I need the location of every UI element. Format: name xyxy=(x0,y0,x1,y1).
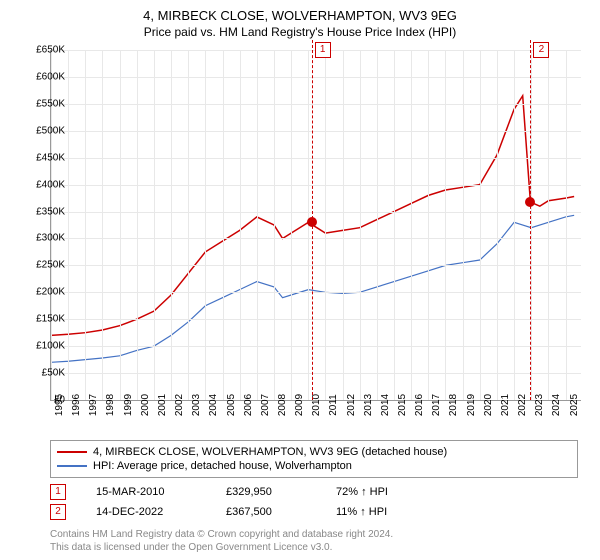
x-axis-label: 1996 xyxy=(71,394,82,416)
y-axis-label: £400K xyxy=(20,179,65,190)
y-axis-label: £250K xyxy=(20,260,65,271)
y-axis-label: £450K xyxy=(20,152,65,163)
x-axis-label: 2001 xyxy=(157,394,168,416)
legend-item: HPI: Average price, detached house, Wolv… xyxy=(57,459,571,473)
event-marker-box: 2 xyxy=(533,42,549,58)
event-price: £329,950 xyxy=(226,486,306,498)
x-axis-label: 2007 xyxy=(260,394,271,416)
chart-plot-area: 1995199619971998199920002001200220032004… xyxy=(50,50,581,401)
legend-swatch xyxy=(57,451,87,453)
footer-line-1: Contains HM Land Registry data © Crown c… xyxy=(50,528,393,541)
x-axis-label: 2019 xyxy=(466,394,477,416)
x-axis-label: 2024 xyxy=(551,394,562,416)
y-axis-label: £650K xyxy=(20,45,65,56)
x-axis-label: 2012 xyxy=(346,394,357,416)
legend-swatch xyxy=(57,465,87,467)
x-axis-label: 2022 xyxy=(517,394,528,416)
event-date: 15-MAR-2010 xyxy=(96,486,196,498)
x-axis-label: 2015 xyxy=(397,394,408,416)
event-marker-box: 1 xyxy=(315,42,331,58)
x-axis-label: 2002 xyxy=(174,394,185,416)
events-table: 1 15-MAR-2010 £329,950 72% ↑ HPI 2 14-DEC-202… xyxy=(50,482,388,522)
y-axis-label: £0 xyxy=(20,395,65,406)
chart-lines xyxy=(51,50,581,400)
footer-attribution: Contains HM Land Registry data © Crown c… xyxy=(50,528,393,554)
x-axis-label: 2014 xyxy=(380,394,391,416)
x-axis-label: 2008 xyxy=(277,394,288,416)
event-pct: 11% ↑ HPI xyxy=(336,506,387,518)
y-axis-label: £150K xyxy=(20,314,65,325)
event-detail-row: 1 15-MAR-2010 £329,950 72% ↑ HPI xyxy=(50,482,388,502)
x-axis-label: 2006 xyxy=(243,394,254,416)
x-axis-label: 2005 xyxy=(226,394,237,416)
y-axis-label: £500K xyxy=(20,125,65,136)
legend: 4, MIRBECK CLOSE, WOLVERHAMPTON, WV3 9EG… xyxy=(50,440,578,478)
y-axis-label: £300K xyxy=(20,233,65,244)
x-axis-label: 1997 xyxy=(88,394,99,416)
legend-item: 4, MIRBECK CLOSE, WOLVERHAMPTON, WV3 9EG… xyxy=(57,445,571,459)
x-axis-label: 2018 xyxy=(448,394,459,416)
x-axis-label: 2020 xyxy=(483,394,494,416)
event-detail-row: 2 14-DEC-2022 £367,500 11% ↑ HPI xyxy=(50,502,388,522)
y-axis-label: £50K xyxy=(20,368,65,379)
x-axis-label: 1998 xyxy=(105,394,116,416)
y-axis-label: £600K xyxy=(20,71,65,82)
x-axis-label: 1999 xyxy=(123,394,134,416)
legend-label: 4, MIRBECK CLOSE, WOLVERHAMPTON, WV3 9EG… xyxy=(93,446,447,458)
event-point-marker xyxy=(525,197,535,207)
event-date: 14-DEC-2022 xyxy=(96,506,196,518)
event-pct: 72% ↑ HPI xyxy=(336,486,388,498)
chart-title: 4, MIRBECK CLOSE, WOLVERHAMPTON, WV3 9EG xyxy=(0,0,600,23)
x-axis-label: 2025 xyxy=(569,394,580,416)
footer-line-2: This data is licensed under the Open Gov… xyxy=(50,541,393,554)
y-axis-label: £200K xyxy=(20,287,65,298)
x-axis-label: 2023 xyxy=(534,394,545,416)
y-axis-label: £100K xyxy=(20,341,65,352)
event-point-marker xyxy=(307,217,317,227)
y-axis-label: £350K xyxy=(20,206,65,217)
x-axis-label: 2016 xyxy=(414,394,425,416)
x-axis-label: 2004 xyxy=(208,394,219,416)
event-number-icon: 2 xyxy=(50,504,66,520)
x-axis-label: 2010 xyxy=(311,394,322,416)
legend-label: HPI: Average price, detached house, Wolv… xyxy=(93,460,352,472)
x-axis-label: 2013 xyxy=(363,394,374,416)
x-axis-label: 2017 xyxy=(431,394,442,416)
chart-subtitle: Price paid vs. HM Land Registry's House … xyxy=(0,23,600,39)
event-number-icon: 1 xyxy=(50,484,66,500)
x-axis-label: 2021 xyxy=(500,394,511,416)
x-axis-label: 2003 xyxy=(191,394,202,416)
x-axis-label: 2011 xyxy=(328,394,339,416)
x-axis-label: 2009 xyxy=(294,394,305,416)
y-axis-label: £550K xyxy=(20,98,65,109)
event-price: £367,500 xyxy=(226,506,306,518)
event-line xyxy=(530,40,531,400)
x-axis-label: 2000 xyxy=(140,394,151,416)
